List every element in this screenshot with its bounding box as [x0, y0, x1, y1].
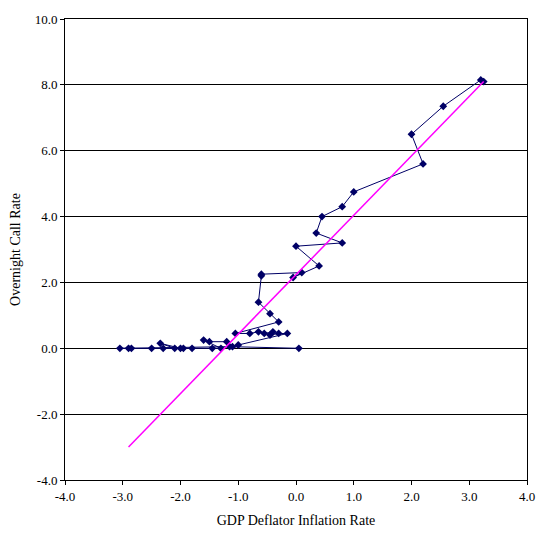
svg-text:GDP Deflator Inflation Rate: GDP Deflator Inflation Rate	[217, 513, 376, 528]
svg-text:2.0: 2.0	[41, 275, 57, 290]
svg-text:-3.0: -3.0	[112, 489, 133, 504]
svg-text:2.0: 2.0	[403, 489, 419, 504]
svg-text:8.0: 8.0	[41, 77, 57, 92]
svg-text:0.0: 0.0	[288, 489, 304, 504]
svg-text:-4.0: -4.0	[37, 473, 58, 488]
svg-text:6.0: 6.0	[41, 143, 57, 158]
svg-text:-2.0: -2.0	[37, 407, 58, 422]
svg-text:-4.0: -4.0	[55, 489, 76, 504]
svg-text:0.0: 0.0	[41, 341, 57, 356]
svg-text:Overnight Call Rate: Overnight Call Rate	[8, 193, 23, 306]
svg-text:4.0: 4.0	[519, 489, 535, 504]
svg-text:-2.0: -2.0	[170, 489, 191, 504]
svg-text:4.0: 4.0	[41, 209, 57, 224]
svg-text:3.0: 3.0	[461, 489, 477, 504]
svg-text:1.0: 1.0	[346, 489, 362, 504]
svg-text:-1.0: -1.0	[228, 489, 249, 504]
svg-text:10.0: 10.0	[35, 12, 58, 27]
